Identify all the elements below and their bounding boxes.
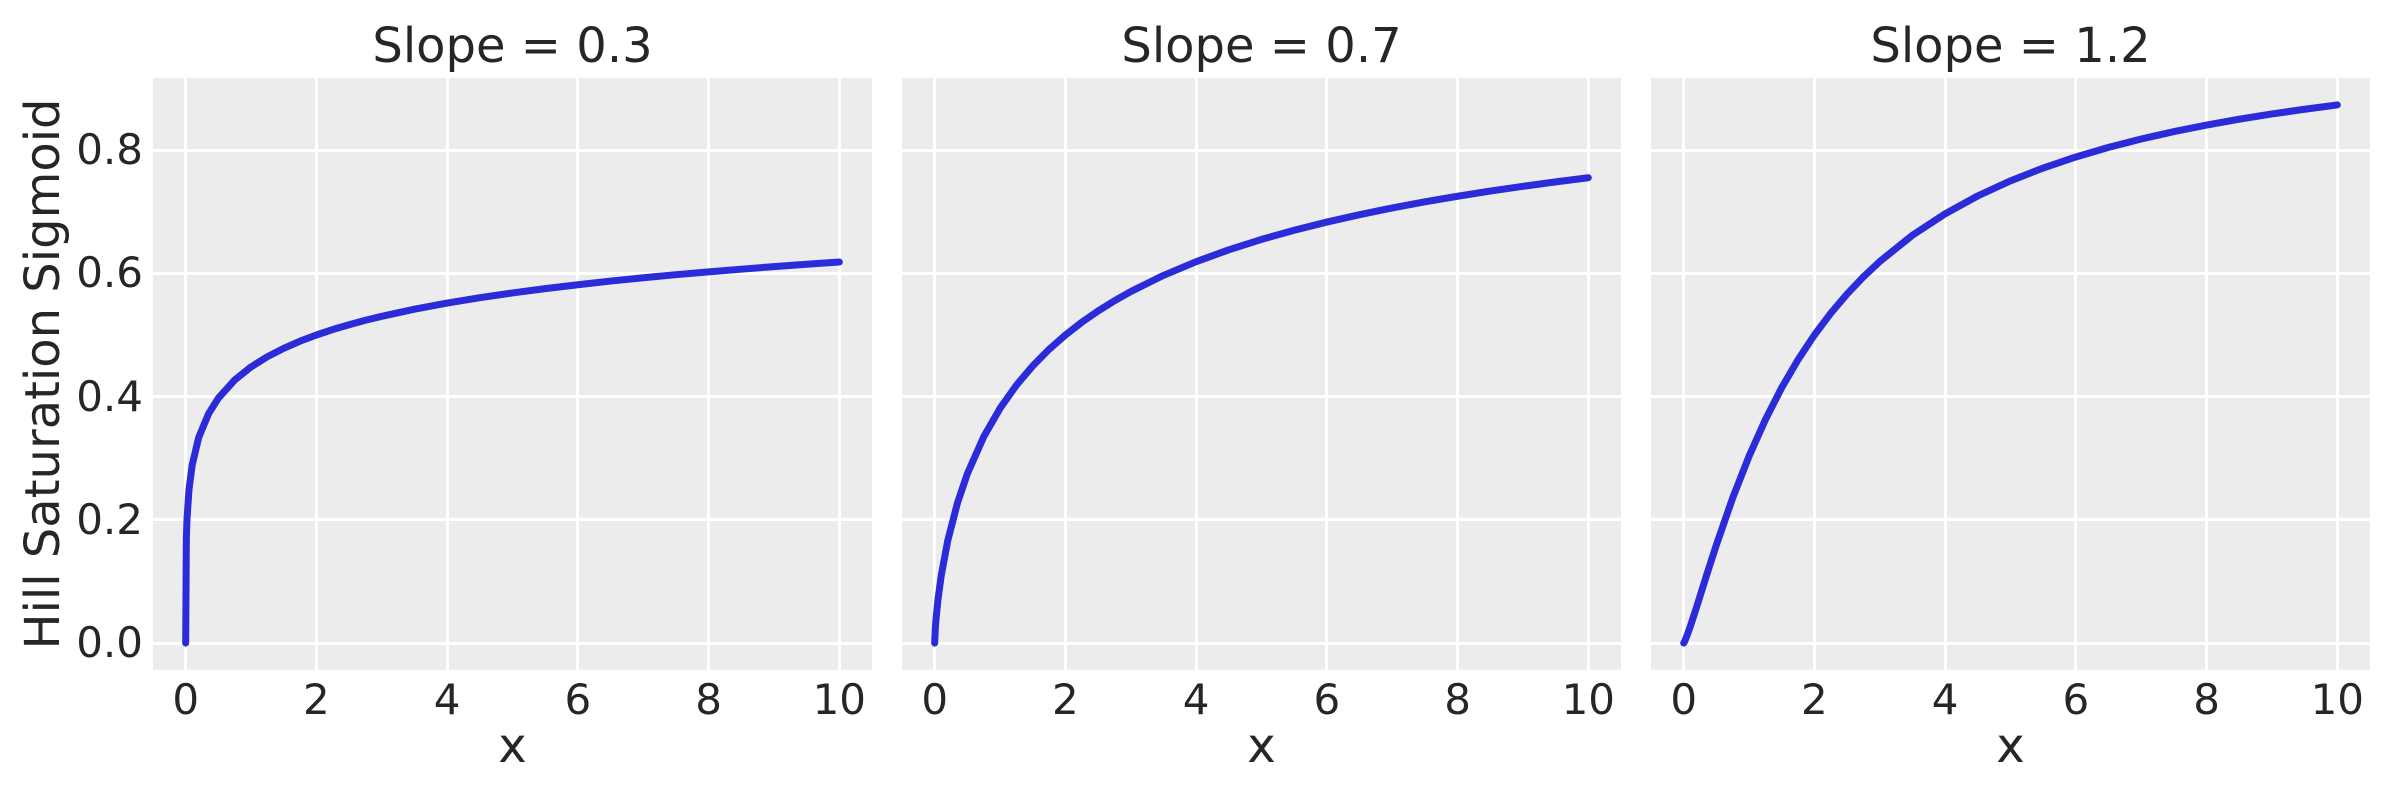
gridline-y-0.8 xyxy=(1651,148,2370,152)
x-tick-label-0: 0 xyxy=(921,675,949,724)
gridline-x-6 xyxy=(576,78,580,670)
x-tick-label-10: 10 xyxy=(812,675,867,724)
x-tick-label-8: 8 xyxy=(695,675,722,724)
hill-curve-line xyxy=(931,174,1592,647)
x-tick-label-6: 6 xyxy=(1313,675,1341,724)
gridline-y-0.6 xyxy=(1651,271,2370,275)
y-tick-label-0.2: 0.2 xyxy=(76,494,143,544)
subplot-1-axes xyxy=(153,78,872,670)
gridline-x-8 xyxy=(2205,78,2209,670)
y-tick-label-0.4: 0.4 xyxy=(76,371,143,421)
x-tick-label-0: 0 xyxy=(172,675,200,724)
gridline-x-4 xyxy=(1194,78,1198,670)
gridline-y-0.4 xyxy=(153,395,872,399)
gridline-x-10 xyxy=(837,78,841,670)
subplot-3-axes xyxy=(1651,78,2370,670)
y-tick-label-0.0: 0.0 xyxy=(76,618,143,668)
subplot-1-title: Slope = 0.3 xyxy=(372,18,653,74)
gridline-y-0.8 xyxy=(902,148,1621,152)
curve-plot-area xyxy=(931,174,1592,647)
gridline-x-10 xyxy=(1586,78,1590,670)
gridline-x-6 xyxy=(1325,78,1329,670)
gridline-x-2 xyxy=(1812,78,1816,670)
x-tick-label-4: 4 xyxy=(433,675,461,724)
gridline-y-0.2 xyxy=(153,518,872,522)
x-tick-label-6: 6 xyxy=(564,675,592,724)
gridline-x-4 xyxy=(445,78,449,670)
y-tick-label-0.8: 0.8 xyxy=(76,125,143,175)
gridline-y-0.6 xyxy=(902,271,1621,275)
subplot-2-title: Slope = 0.7 xyxy=(1121,18,1402,74)
gridline-x-2 xyxy=(314,78,318,670)
gridline-x-6 xyxy=(2074,78,2078,670)
gridline-x-8 xyxy=(1456,78,1460,670)
subplot-3-title: Slope = 1.2 xyxy=(1870,18,2151,74)
gridline-y-0.4 xyxy=(1651,395,2370,399)
curve-plot-area xyxy=(1680,101,2341,647)
gridline-y-0.0 xyxy=(902,641,1621,645)
gridline-y-0.8 xyxy=(153,148,872,152)
x-tick-label-8: 8 xyxy=(1444,675,1471,724)
gridline-x-10 xyxy=(2335,78,2339,670)
curve-plot-area xyxy=(182,258,843,647)
gridline-x-2 xyxy=(1063,78,1067,670)
gridline-y-0.0 xyxy=(153,641,872,645)
y-tick-label-0.6: 0.6 xyxy=(76,248,143,298)
subplot-2-x-axis-label: x xyxy=(1247,718,1276,774)
gridline-y-0.4 xyxy=(902,395,1621,399)
subplot-2-axes xyxy=(902,78,1621,670)
gridline-x-4 xyxy=(1943,78,1947,670)
y-axis-label: Hill Saturation Sigmoid xyxy=(15,98,71,650)
hill-curve-line xyxy=(1680,101,2341,647)
gridline-x-0 xyxy=(184,78,188,670)
x-tick-label-0: 0 xyxy=(1670,675,1698,724)
gridline-y-0.6 xyxy=(153,271,872,275)
x-tick-label-6: 6 xyxy=(2062,675,2090,724)
x-tick-label-2: 2 xyxy=(303,675,330,724)
x-tick-label-2: 2 xyxy=(1052,675,1079,724)
subplot-3-x-axis-label: x xyxy=(1996,718,2025,774)
subplot-1-x-axis-label: x xyxy=(498,718,527,774)
x-tick-label-10: 10 xyxy=(2310,675,2365,724)
x-tick-label-4: 4 xyxy=(1182,675,1210,724)
gridline-y-0.0 xyxy=(1651,641,2370,645)
gridline-x-0 xyxy=(1682,78,1686,670)
gridline-y-0.2 xyxy=(1651,518,2370,522)
gridline-x-0 xyxy=(933,78,937,670)
x-tick-label-10: 10 xyxy=(1561,675,1616,724)
x-tick-label-4: 4 xyxy=(1931,675,1959,724)
x-tick-label-8: 8 xyxy=(2193,675,2220,724)
hill-curve-line xyxy=(182,258,843,647)
x-tick-label-2: 2 xyxy=(1801,675,1828,724)
gridline-y-0.2 xyxy=(902,518,1621,522)
gridline-x-8 xyxy=(707,78,711,670)
